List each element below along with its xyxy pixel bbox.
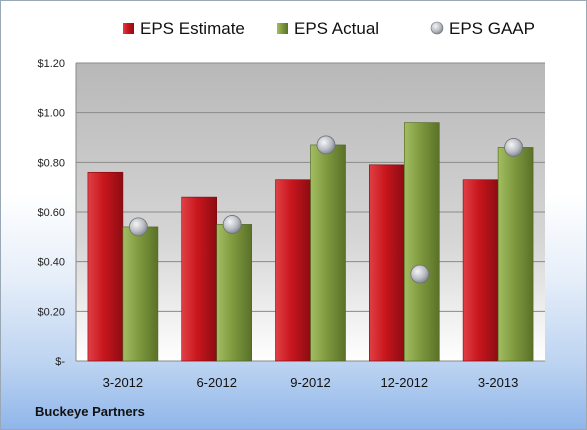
marker-eps-gaap bbox=[410, 264, 430, 284]
marker-eps-gaap bbox=[504, 138, 523, 157]
y-tick-label: $1.20 bbox=[37, 58, 65, 70]
legend-swatch bbox=[123, 23, 134, 34]
company-name: Buckeye Partners bbox=[35, 404, 145, 419]
marker-eps-gaap bbox=[222, 215, 242, 234]
bar-eps-estimate bbox=[368, 164, 405, 362]
y-tick-label: $0.40 bbox=[37, 257, 65, 269]
bar-eps-estimate bbox=[462, 179, 499, 362]
marker-eps-gaap bbox=[316, 135, 336, 155]
y-tick-label: $- bbox=[55, 356, 65, 368]
legend-label: EPS GAAP bbox=[449, 19, 535, 38]
bar-eps-actual bbox=[216, 224, 252, 362]
x-tick-label: 6-2012 bbox=[196, 375, 236, 390]
x-tick-label: 3-2012 bbox=[103, 375, 143, 390]
bar-eps-estimate bbox=[87, 171, 124, 362]
marker-eps-gaap bbox=[128, 217, 148, 237]
x-tick-label: 12-2012 bbox=[380, 375, 428, 390]
legend-swatch bbox=[430, 21, 444, 35]
bar-eps-actual bbox=[497, 147, 534, 362]
y-tick-label: $0.20 bbox=[37, 306, 65, 318]
legend-label: EPS Actual bbox=[294, 19, 379, 38]
x-tick-label: 3-2013 bbox=[478, 375, 518, 390]
y-tick-label: $0.60 bbox=[37, 207, 65, 219]
bar-eps-estimate bbox=[275, 179, 311, 362]
bar-eps-actual bbox=[310, 144, 346, 362]
bar-eps-actual bbox=[122, 226, 159, 362]
y-tick-label: $0.80 bbox=[37, 157, 65, 169]
x-tick-label: 9-2012 bbox=[290, 375, 330, 390]
bar-eps-estimate bbox=[181, 196, 217, 362]
y-tick-label: $1.00 bbox=[37, 108, 65, 120]
bar-eps-actual bbox=[403, 122, 440, 362]
legend-label: EPS Estimate bbox=[140, 19, 245, 38]
legend-swatch bbox=[277, 23, 288, 34]
